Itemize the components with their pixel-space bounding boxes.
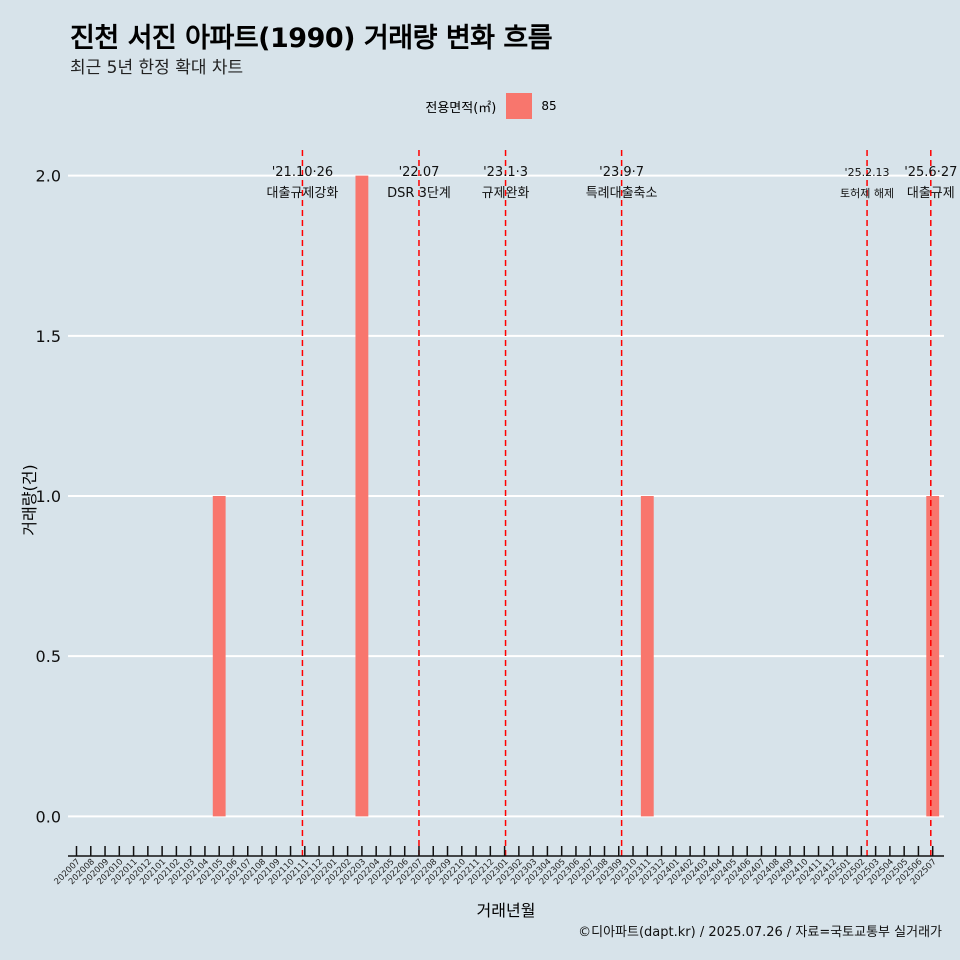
event-name-label: 대출규제강화 — [267, 186, 339, 201]
event-name-label: DSR 3단계 — [387, 186, 451, 201]
legend: 전용면적(㎡) 85 — [0, 93, 960, 119]
data-bar — [926, 496, 940, 817]
event-date-label: '23.9·7 — [599, 165, 644, 180]
chart-title: 진천 서진 아파트(1990) 거래량 변화 흐름 — [70, 23, 553, 54]
y-axis-label: 거래량(건) — [20, 464, 39, 536]
event-date-label: '23.1·3 — [483, 165, 528, 180]
event-date-label: '21.10·26 — [272, 165, 333, 180]
chart-subtitle: 최근 5년 한정 확대 차트 — [70, 58, 244, 78]
x-axis-label: 거래년월 — [476, 901, 536, 920]
event-name-label: 규제완화 — [482, 186, 530, 201]
data-bar — [355, 175, 369, 817]
y-tick-label: 1.0 — [36, 487, 61, 506]
data-bar — [212, 496, 226, 817]
legend-item-label: 85 — [541, 99, 557, 113]
source-caption: ©디아파트(dapt.kr) / 2025.07.26 / 자료=국토교통부 실… — [578, 925, 942, 940]
event-date-label: '25.6·27 — [904, 165, 957, 180]
y-tick-label: 0.0 — [36, 807, 61, 826]
event-name-label: 토허제 해제 — [840, 186, 894, 200]
y-tick-label: 1.5 — [36, 327, 61, 346]
legend-key-swatch — [506, 93, 533, 119]
event-name-label: 특례대출축소 — [586, 186, 658, 201]
event-name-label: 대출규제 — [907, 186, 955, 201]
y-tick-label: 2.0 — [36, 167, 61, 186]
legend-title: 전용면적(㎡) — [425, 100, 497, 116]
event-date-label: '22.07 — [399, 165, 440, 180]
event-date-label: '25.2.13 — [845, 166, 890, 179]
y-tick-label: 0.5 — [36, 647, 61, 666]
data-bar — [640, 496, 654, 817]
